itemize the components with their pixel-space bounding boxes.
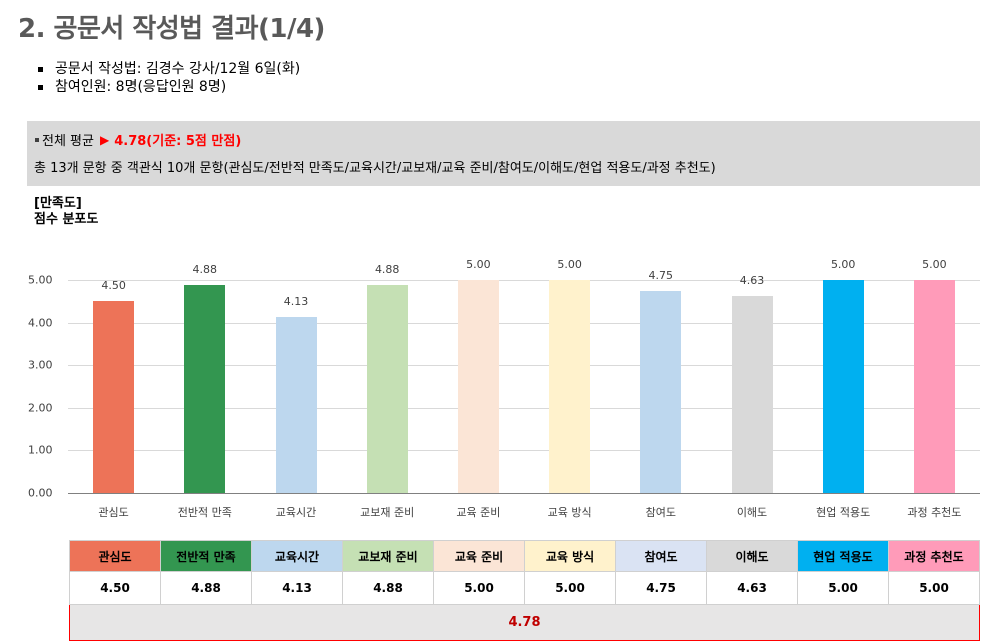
bar — [366, 285, 408, 493]
table-header-cell: 관심도 — [69, 540, 161, 572]
info-item-course: 공문서 작성법: 김경수 강사/12월 6일(화) — [38, 60, 300, 78]
overall-average-value: 4.78(기준: 5점 만점) — [114, 134, 242, 149]
table-value-cell: 5.00 — [797, 571, 889, 605]
gridline — [68, 407, 980, 409]
bar — [731, 295, 773, 493]
x-category-label: 교육 방식 — [547, 506, 592, 519]
table-value-cell: 5.00 — [433, 571, 525, 605]
x-category-label: 전반적 만족 — [177, 506, 232, 519]
bar-value-label: 5.00 — [557, 258, 582, 271]
info-item-participants: 참여인원: 8명(응답인원 8명) — [38, 78, 300, 96]
x-category-label: 교육 준비 — [456, 506, 501, 519]
table-header-cell: 참여도 — [615, 540, 707, 572]
square-bullet-icon — [35, 137, 39, 142]
y-tick-label: 0.00 — [28, 486, 53, 500]
x-category-label: 현업 적용도 — [816, 506, 871, 519]
bar — [93, 301, 135, 493]
bar-value-label: 4.63 — [739, 273, 765, 287]
x-category-label: 이해도 — [736, 506, 768, 519]
table-header-row: 관심도 전반적 만족 교육시간 교보재 준비 교육 준비 교육 방식 참여도 이해도 현업 적용… — [69, 540, 980, 572]
table-header-cell: 과정 추천도 — [888, 540, 980, 572]
table-value-cell: 4.88 — [160, 571, 252, 605]
y-tick-label: 3.00 — [28, 358, 53, 372]
table-value-cell: 4.50 — [69, 571, 161, 605]
chart-heading: [만족도] 점수 분포도 — [34, 196, 98, 228]
bar — [822, 280, 864, 493]
table-value-cell: 4.13 — [251, 571, 343, 605]
table-header-cell: 교보재 준비 — [342, 540, 434, 572]
gridline — [68, 450, 980, 452]
table-value-cell: 4.63 — [706, 571, 798, 605]
overall-average-label: 전체 평균 — [42, 134, 94, 149]
x-category-label: 과정 추천도 — [907, 506, 962, 519]
info-text: 참여인원: 8명(응답인원 8명) — [55, 79, 227, 95]
table-header-cell: 이해도 — [706, 540, 798, 572]
square-bullet-icon — [38, 84, 43, 90]
y-tick-label: 2.00 — [28, 401, 53, 415]
bar-value-label: 4.50 — [101, 279, 126, 293]
bar — [549, 280, 591, 493]
table-header-cell: 교육 방식 — [524, 540, 616, 572]
chart-title: 점수 분포도 — [34, 212, 99, 227]
x-axis-line — [68, 493, 980, 494]
table-value-cell: 5.00 — [888, 571, 980, 605]
bar — [913, 280, 955, 493]
info-list: 공문서 작성법: 김경수 강사/12월 6일(화) 참여인원: 8명(응답인원 … — [38, 60, 300, 96]
bar-value-label: 4.88 — [374, 263, 400, 277]
table-header-cell: 현업 적용도 — [797, 540, 889, 572]
bar-value-label: 5.00 — [466, 258, 491, 271]
x-category-label: 교육시간 — [275, 506, 317, 519]
bar — [457, 280, 499, 493]
table-header-cell: 전반적 만족 — [160, 540, 252, 572]
summary-description: 총 13개 문항 중 객관식 10개 문항(관심도/전반적 만족도/교육시간/교… — [34, 161, 716, 176]
bar-value-label: 4.88 — [192, 263, 218, 277]
chart-category-label: [만족도] — [34, 196, 82, 211]
x-category-label: 참여도 — [645, 506, 676, 519]
gridline — [68, 365, 980, 367]
bar-chart: 0.00 1.00 2.00 3.00 4.00 5.00 4.50 관심도 4.88 전반적 만… — [0, 250, 982, 530]
table-header-cell: 교육시간 — [251, 540, 343, 572]
table-value-cell: 5.00 — [524, 571, 616, 605]
y-tick-label: 4.00 — [28, 316, 53, 330]
bar-value-label: 5.00 — [830, 258, 856, 271]
table-header-cell: 교육 준비 — [433, 540, 525, 572]
score-table: 관심도 전반적 만족 교육시간 교보재 준비 교육 준비 교육 방식 참여도 이해도 현업 적용… — [69, 540, 980, 641]
overall-average-line: 전체 평균 ▶ 4.78(기준: 5점 만점) — [35, 130, 241, 149]
bar-value-label: 5.00 — [922, 258, 947, 271]
info-text: 공문서 작성법: 김경수 강사/12월 6일(화) — [55, 61, 301, 77]
table-value-row: 4.50 4.88 4.13 4.88 5.00 5.00 4.75 4.63 5.00 5.00 — [69, 571, 980, 605]
x-category-label: 관심도 — [98, 506, 129, 519]
gridline — [68, 322, 980, 324]
x-category-label: 교보재 준비 — [360, 506, 415, 519]
bar — [275, 317, 317, 493]
table-average-row: 4.78 — [69, 604, 980, 641]
square-bullet-icon — [38, 66, 43, 72]
table-value-cell: 4.75 — [615, 571, 707, 605]
bar — [640, 290, 682, 493]
bar — [184, 285, 226, 493]
average-cell: 4.78 — [69, 604, 980, 641]
y-tick-label: 5.00 — [28, 273, 53, 287]
bar-value-label: 4.13 — [283, 295, 309, 309]
page-title: 2. 공문서 작성법 결과(1/4) — [18, 14, 325, 44]
triangle-right-icon: ▶ — [99, 132, 110, 147]
summary-box: 전체 평균 ▶ 4.78(기준: 5점 만점) 총 13개 문항 중 객관식 1… — [27, 121, 980, 186]
y-tick-label: 1.00 — [28, 443, 53, 457]
bar-value-label: 4.75 — [648, 268, 674, 282]
table-value-cell: 4.88 — [342, 571, 434, 605]
gridline — [68, 280, 980, 281]
